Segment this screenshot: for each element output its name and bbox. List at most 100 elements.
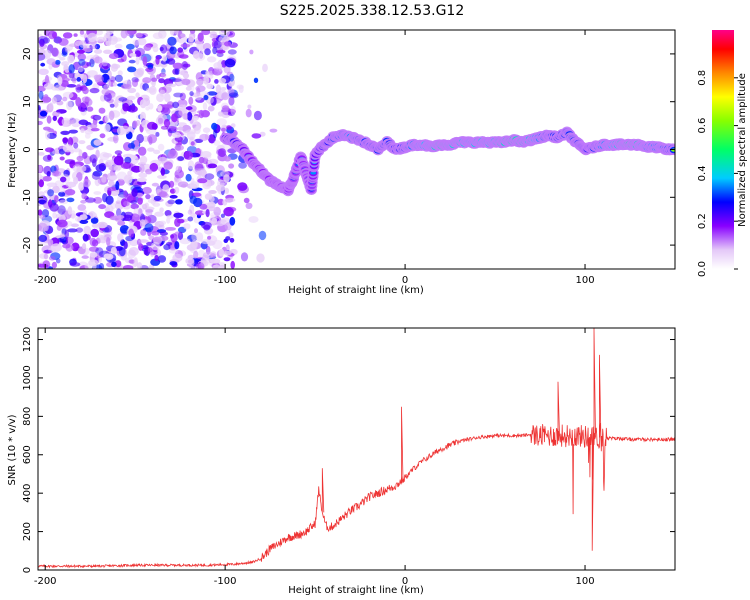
noise-blob bbox=[177, 47, 184, 53]
noise-blob bbox=[76, 77, 82, 82]
noise-blob bbox=[80, 128, 85, 133]
noise-blob bbox=[227, 111, 235, 116]
noise-blob bbox=[224, 222, 232, 231]
noise-blob bbox=[167, 149, 178, 159]
noise-blob bbox=[157, 174, 167, 179]
noise-blob bbox=[223, 207, 234, 217]
noise-blob bbox=[197, 110, 204, 114]
noise-blob bbox=[73, 33, 78, 37]
noise-blob bbox=[216, 118, 227, 126]
noise-blob bbox=[189, 195, 198, 204]
noise-blob bbox=[174, 241, 180, 250]
noise-blob bbox=[178, 104, 186, 111]
x-tick-label: 0 bbox=[402, 275, 408, 286]
noise-blob bbox=[52, 115, 57, 122]
noise-blob bbox=[220, 87, 227, 91]
noise-blob bbox=[73, 176, 79, 185]
noise-blob bbox=[162, 184, 170, 193]
noise-blob bbox=[43, 83, 54, 90]
noise-blob bbox=[183, 223, 191, 230]
noise-blob bbox=[67, 54, 75, 64]
snr-frame bbox=[37, 327, 676, 571]
noise-blob bbox=[203, 94, 209, 101]
noise-blob bbox=[58, 186, 65, 193]
noise-blob bbox=[106, 236, 111, 247]
noise-blob bbox=[186, 131, 196, 140]
noise-blob bbox=[113, 165, 121, 172]
noise-blob bbox=[93, 191, 102, 195]
noise-blob bbox=[105, 40, 112, 47]
noise-blob bbox=[46, 58, 56, 65]
y-tick-label: 0 bbox=[22, 567, 33, 573]
noise-blob bbox=[127, 87, 137, 94]
noise-blob bbox=[164, 93, 171, 103]
noise-blob bbox=[185, 257, 195, 265]
noise-blob bbox=[113, 134, 119, 144]
noise-blob bbox=[88, 246, 99, 252]
noise-blob bbox=[38, 53, 49, 61]
noise-blob bbox=[92, 114, 102, 121]
noise-blob bbox=[145, 209, 154, 213]
noise-blob bbox=[215, 84, 222, 94]
spectrogram-x-label: Height of straight line (km) bbox=[288, 285, 424, 296]
noise-blob bbox=[196, 78, 204, 86]
noise-blob bbox=[247, 104, 252, 109]
noise-blob bbox=[153, 149, 161, 155]
noise-blob bbox=[202, 127, 211, 133]
noise-blob bbox=[145, 67, 154, 73]
noise-blob bbox=[123, 200, 130, 207]
noise-blob bbox=[195, 263, 201, 269]
noise-blob bbox=[157, 117, 164, 125]
noise-blob bbox=[199, 133, 209, 141]
noise-blob bbox=[188, 36, 194, 46]
noise-blob bbox=[134, 50, 141, 58]
noise-blob bbox=[230, 123, 236, 128]
noise-blob bbox=[169, 46, 177, 55]
noise-blob bbox=[227, 49, 237, 55]
y-tick-label: 400 bbox=[22, 484, 33, 503]
noise-blob bbox=[162, 55, 168, 62]
x-tick-label: 0 bbox=[402, 576, 408, 587]
noise-blob bbox=[223, 257, 231, 262]
noise-blob bbox=[151, 182, 159, 187]
noise-blob bbox=[61, 51, 68, 57]
noise-blob bbox=[77, 49, 85, 54]
noise-blob bbox=[177, 156, 185, 162]
noise-blob bbox=[245, 108, 252, 118]
noise-blob bbox=[230, 260, 235, 269]
noise-blob bbox=[202, 251, 214, 259]
noise-blob bbox=[111, 261, 117, 267]
noise-blob bbox=[63, 169, 70, 177]
noise-blob bbox=[60, 130, 70, 135]
noise-blob bbox=[82, 178, 91, 188]
noise-blob bbox=[163, 118, 171, 128]
noise-blob bbox=[46, 171, 51, 177]
x-tick-label: -200 bbox=[34, 275, 57, 286]
noise-blob bbox=[159, 231, 168, 236]
y-tick-label: 600 bbox=[22, 445, 33, 464]
spectrogram-frame bbox=[37, 29, 676, 270]
noise-blob bbox=[126, 95, 136, 101]
noise-blob bbox=[51, 96, 58, 104]
noise-blob bbox=[82, 209, 87, 216]
ridge-core bbox=[671, 148, 675, 152]
noise-blob bbox=[45, 130, 50, 140]
noise-blob bbox=[177, 181, 189, 188]
noise-blob bbox=[72, 164, 82, 173]
noise-blob bbox=[189, 181, 200, 190]
figure-title: S225.2025.338.12.53.G12 bbox=[280, 3, 465, 19]
noise-blob bbox=[228, 163, 235, 169]
noise-blob bbox=[139, 163, 145, 173]
noise-blob bbox=[95, 149, 100, 159]
noise-blob bbox=[152, 32, 163, 40]
noise-blob bbox=[189, 119, 198, 126]
noise-blob bbox=[84, 197, 96, 203]
noise-blob bbox=[48, 64, 53, 70]
noise-blob bbox=[142, 186, 152, 195]
noise-blob bbox=[78, 119, 89, 126]
noise-blob bbox=[139, 219, 146, 228]
noise-blob bbox=[123, 241, 128, 250]
noise-blob bbox=[118, 97, 128, 102]
noise-blob bbox=[123, 211, 134, 219]
